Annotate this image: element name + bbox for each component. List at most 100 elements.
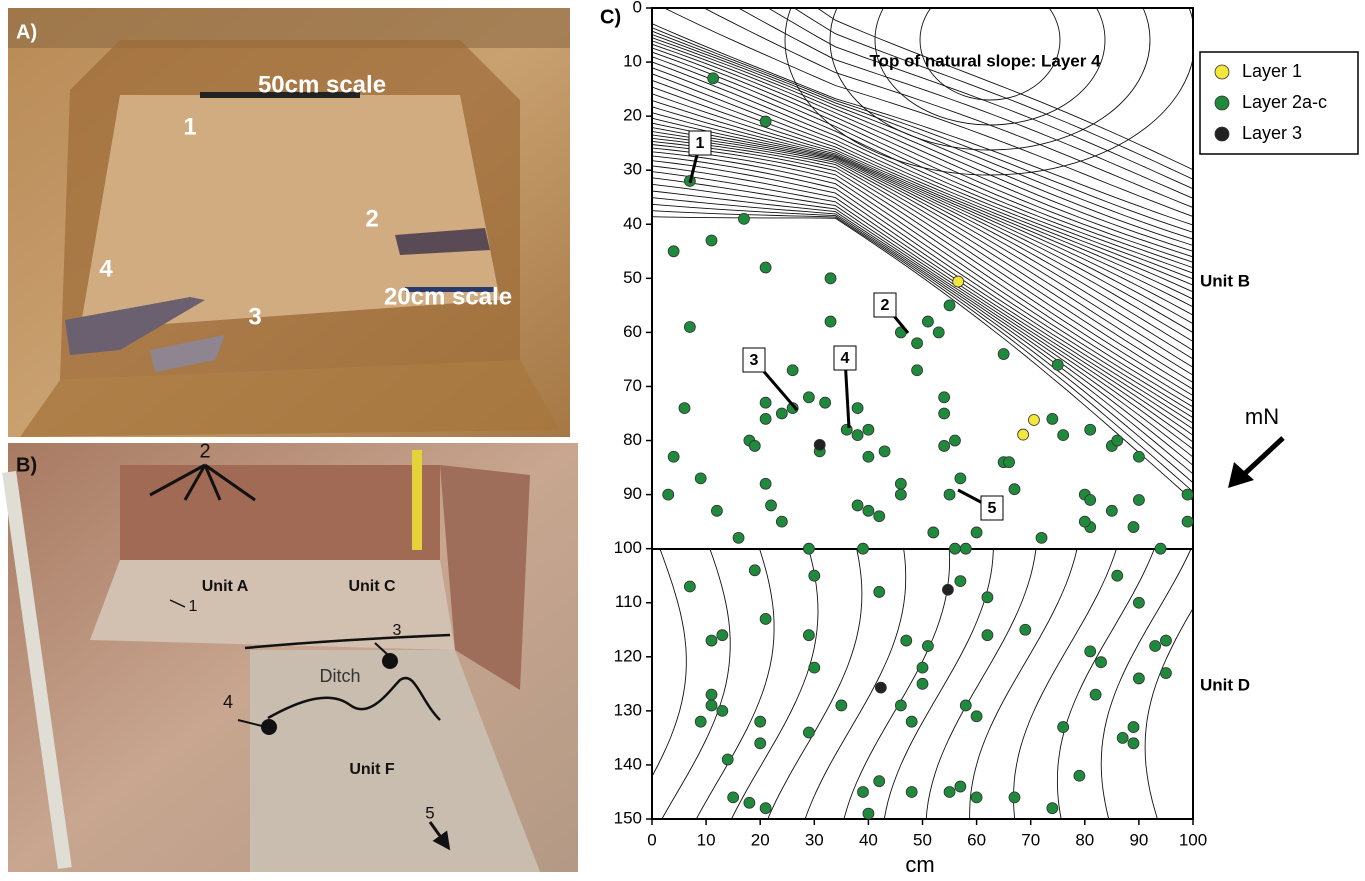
contour-line [805,549,906,819]
y-tick-label: 10 [623,52,642,71]
data-point [760,397,771,408]
data-point [708,73,719,84]
data-point [1160,635,1171,646]
annotation: Unit B [1200,271,1250,290]
data-point [1047,803,1058,814]
data-point [857,543,868,554]
contour-line [632,203,1213,500]
photo-label: Unit A [202,578,249,595]
data-point [939,392,950,403]
x-axis-label: cm [905,852,934,877]
y-tick-label: 140 [614,754,642,773]
data-point [1106,505,1117,516]
data-point [738,213,749,224]
data-point [1182,489,1193,500]
data-point [944,300,955,311]
data-point [760,803,771,814]
data-point [1020,624,1031,635]
data-point [874,511,885,522]
data-point [744,797,755,808]
data-point [895,489,906,500]
data-point [809,570,820,581]
callout-label: 5 [988,500,997,517]
contour-line [632,182,1213,473]
data-point [971,792,982,803]
data-point [1182,516,1193,527]
photo-label: 50cm scale [258,71,386,98]
y-tick-label: 130 [614,700,642,719]
data-point [706,235,717,246]
data-point [933,327,944,338]
data-point [955,576,966,587]
contour-line [632,45,1213,281]
data-point [1133,495,1144,506]
panel-label: B) [16,454,37,476]
data-point [825,273,836,284]
y-tick-label: 70 [623,376,642,395]
data-point [955,473,966,484]
data-point [803,727,814,738]
photo-label: 3 [393,622,402,639]
data-point [874,776,885,787]
y-tick-label: 40 [623,214,642,233]
x-tick-label: 60 [967,830,986,849]
data-point [776,408,787,419]
legend-marker [1215,96,1229,110]
data-point [733,532,744,543]
data-point [1058,430,1069,441]
data-point [1117,732,1128,743]
callout-label: 4 [841,350,850,367]
data-point [1128,738,1139,749]
photo-label: Unit F [349,761,395,778]
data-point [803,392,814,403]
data-point [939,408,950,419]
data-point [766,500,777,511]
data-point [922,640,933,651]
data-point [906,716,917,727]
x-tick-label: 20 [751,830,770,849]
y-tick-label: 30 [623,160,642,179]
y-tick-label: 0 [633,0,642,16]
contour-line [632,60,1213,301]
y-tick-label: 150 [614,808,642,827]
data-point [960,543,971,554]
data-point [955,781,966,792]
data-point [949,543,960,554]
data-point [906,786,917,797]
legend-marker [1215,65,1229,79]
legend-marker [1215,127,1229,141]
contour-line [696,549,774,819]
contour-line [732,549,819,819]
data-point [820,397,831,408]
callout-label: 3 [750,352,759,369]
data-point [1079,516,1090,527]
data-point [1096,657,1107,668]
data-point [1112,435,1123,446]
annotation: Unit D [1200,675,1250,694]
data-point [1047,413,1058,424]
data-point [803,630,814,641]
photo-label: 20cm scale [384,283,512,310]
data-point [960,700,971,711]
data-point [863,424,874,435]
contour-line [632,94,1213,344]
data-point [971,527,982,538]
contour-line [632,189,1213,482]
data-point [728,792,739,803]
legend-label: Layer 1 [1242,61,1302,81]
callout-label: 2 [881,297,890,314]
y-tick-label: 120 [614,646,642,665]
y-tick-label: 100 [614,538,642,557]
data-point [1009,484,1020,495]
contour-line [632,210,1213,510]
photo-label: Ditch [319,666,360,686]
data-point [684,581,695,592]
contour-line [632,50,1213,287]
data-point [695,716,706,727]
data-point [1090,689,1101,700]
north-arrow [1240,438,1283,478]
data-point [1155,543,1166,554]
data-point [982,630,993,641]
data-point [1128,722,1139,733]
data-point [1074,770,1085,781]
